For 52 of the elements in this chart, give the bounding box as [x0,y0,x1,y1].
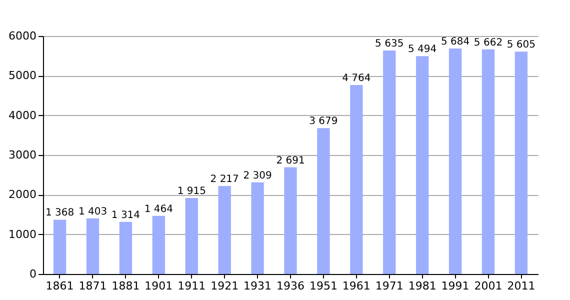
bar [185,198,198,274]
x-tick-label: 1936 [276,280,304,292]
y-tick-label: 1000 [8,228,36,241]
x-tick-label: 1991 [441,280,470,292]
x-tick-label: 1931 [244,280,272,292]
data-label: 2 309 [243,170,272,182]
data-label: 5 684 [440,36,470,48]
x-tick-label: 1901 [144,280,173,292]
x-tick-label: 1981 [408,280,436,292]
x-tick-label: 1881 [112,280,140,292]
x-tick-label: 1871 [78,280,107,292]
y-tick-label: 5000 [8,69,36,82]
x-tick-label: 1861 [46,280,74,292]
bar [284,167,297,274]
data-label: 1 403 [78,206,108,218]
bar [53,220,66,274]
data-label: 3 679 [309,116,338,128]
y-tick-label: 0 [30,268,36,280]
bar [317,128,330,274]
data-label: 5 494 [408,44,437,56]
y-tick-label: 3000 [8,148,36,162]
bar [251,182,264,274]
y-tick-label: 2000 [8,188,36,202]
x-tick-label: 1961 [342,280,370,292]
bar [152,216,166,274]
y-tick-label: 6000 [8,30,36,42]
bar [218,186,231,274]
data-label: 1 368 [45,208,74,219]
data-label: 5 605 [506,40,536,51]
data-label: 1 314 [111,210,140,221]
y-tick-label: 4000 [8,108,36,122]
x-tick-label: 1971 [375,280,404,292]
data-label: 2 691 [276,155,305,166]
x-tick-label: 1921 [210,280,239,292]
bar [448,48,462,274]
bar [416,56,429,274]
bar [514,52,528,274]
bar [86,218,100,274]
data-label: 4 764 [342,73,371,84]
bar [383,50,396,274]
x-tick-label: 1951 [309,280,338,292]
bar [482,49,495,274]
data-label: 2 217 [210,174,239,186]
x-tick-label: 2011 [507,280,536,292]
bar [350,85,363,274]
x-tick-label: 1911 [178,280,206,292]
data-label: 1 464 [144,204,173,215]
data-label: 5 635 [375,38,404,50]
data-label: 1 915 [177,186,206,198]
x-tick-label: 2001 [474,280,502,292]
data-label: 5 662 [474,37,503,48]
bar [119,222,132,274]
